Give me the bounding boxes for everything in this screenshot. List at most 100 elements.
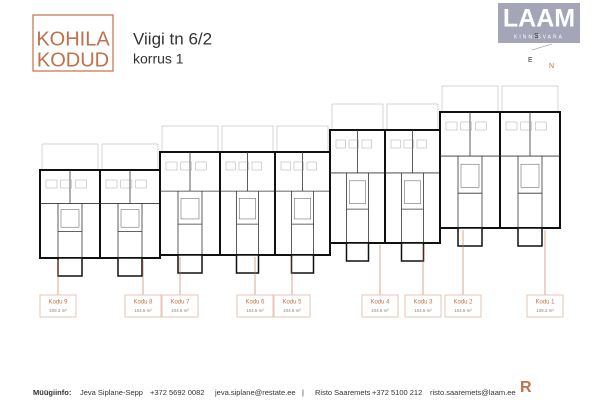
furniture [195,161,207,171]
footer-mark: R [520,379,532,396]
furniture [75,179,87,189]
stairs [520,163,540,188]
furniture [251,161,262,171]
unit-label-box [124,294,162,318]
stairs [180,198,200,220]
furniture [165,161,178,171]
furniture [45,179,58,189]
unit-label-box [236,294,274,318]
unit-label-box [526,294,564,318]
unit-name: Kodu 9 [48,300,68,306]
floor-plan: Kodu 9 109.3 m² Kodu 8 104.6 m² Kodu 7 104.6 … [39,85,564,318]
entrance [457,227,483,247]
terrace [276,125,329,153]
furniture [403,139,414,149]
furniture [460,121,472,131]
footer-agent: Jeva Siplane-Sepp [80,388,143,397]
furniture [520,121,532,131]
footer-agent: Risto Saaremets [315,388,371,397]
unit-area: 104.6 m² [371,308,389,313]
footer-phone: +372 5100 212 [372,388,422,397]
terrace [161,125,219,153]
terrace [101,143,159,171]
unit-label-box [404,294,442,318]
furniture [416,139,427,149]
furniture [280,161,291,171]
unit-area: 109.3 m² [536,308,554,313]
furniture [445,121,458,131]
unit-label-box [39,294,77,318]
unit-name: Kodu 6 [245,300,265,306]
title: Viigi tn 6/2 [133,29,212,48]
unit-name: Kodu 8 [133,300,153,306]
logo-frame [32,14,114,72]
entrance [345,242,370,262]
brand-name: LAAM [503,5,575,33]
furniture [475,121,487,131]
stairs [460,163,480,188]
furniture [535,121,547,131]
terrace [501,85,559,113]
entrance [177,254,203,274]
footer-email: risto.saaremets@laam.ee [430,388,516,397]
furniture [180,161,192,171]
footer-email: jeva.siplane@restate.ee [214,388,296,397]
unit-name: Kodu 7 [170,300,190,306]
furniture [238,161,249,171]
compass-letter: S [534,33,539,40]
furniture [105,179,118,189]
stairs [60,209,80,228]
unit-name: Kodu 5 [282,300,302,306]
brand-box [498,3,580,43]
furniture [293,161,304,171]
compass-letter: E [528,57,533,64]
terrace [41,143,99,171]
furniture [361,139,372,149]
furniture [306,161,317,171]
unit-area: 104.6 m² [134,308,152,313]
unit-name: Kodu 3 [413,300,433,306]
stairs [120,209,140,228]
logo-line: KODUD [37,49,109,71]
terrace [441,85,499,113]
unit-area: 104.6 m² [283,308,301,313]
unit-name: Kodu 2 [453,300,473,306]
terrace [221,125,274,153]
footer-separator: | [302,388,304,397]
entrance [57,257,83,277]
terrace [331,103,384,131]
stairs [239,198,256,220]
furniture [505,121,518,131]
entrance [400,242,425,262]
entrance [290,254,315,274]
stairs [404,180,421,204]
compass-letter: N [549,63,554,70]
entrance [235,254,260,274]
footer-label: Müügiinfo: [33,388,71,397]
unit-area: 104.6 m² [171,308,189,313]
stairs [294,198,311,220]
furniture [135,179,147,189]
furniture [390,139,401,149]
entrance [517,227,543,247]
logo-line: KOHILA [36,28,110,50]
unit-area: 104.6 m² [414,308,432,313]
furniture [348,139,359,149]
unit-label-box [361,294,399,318]
unit-label-box [161,294,199,318]
furniture [225,161,236,171]
unit-label-box [444,294,482,318]
terrace [386,103,439,131]
unit-label-box [273,294,311,318]
unit-name: Kodu 1 [535,300,555,306]
furniture [335,139,346,149]
compass-line [531,43,553,51]
unit-name: Kodu 4 [370,300,390,306]
furniture [120,179,132,189]
stairs [349,180,366,204]
furniture [60,179,72,189]
unit-area: 109.3 m² [49,308,67,313]
brand-tagline: KINNISVARA [514,34,564,40]
entrance [117,257,143,277]
